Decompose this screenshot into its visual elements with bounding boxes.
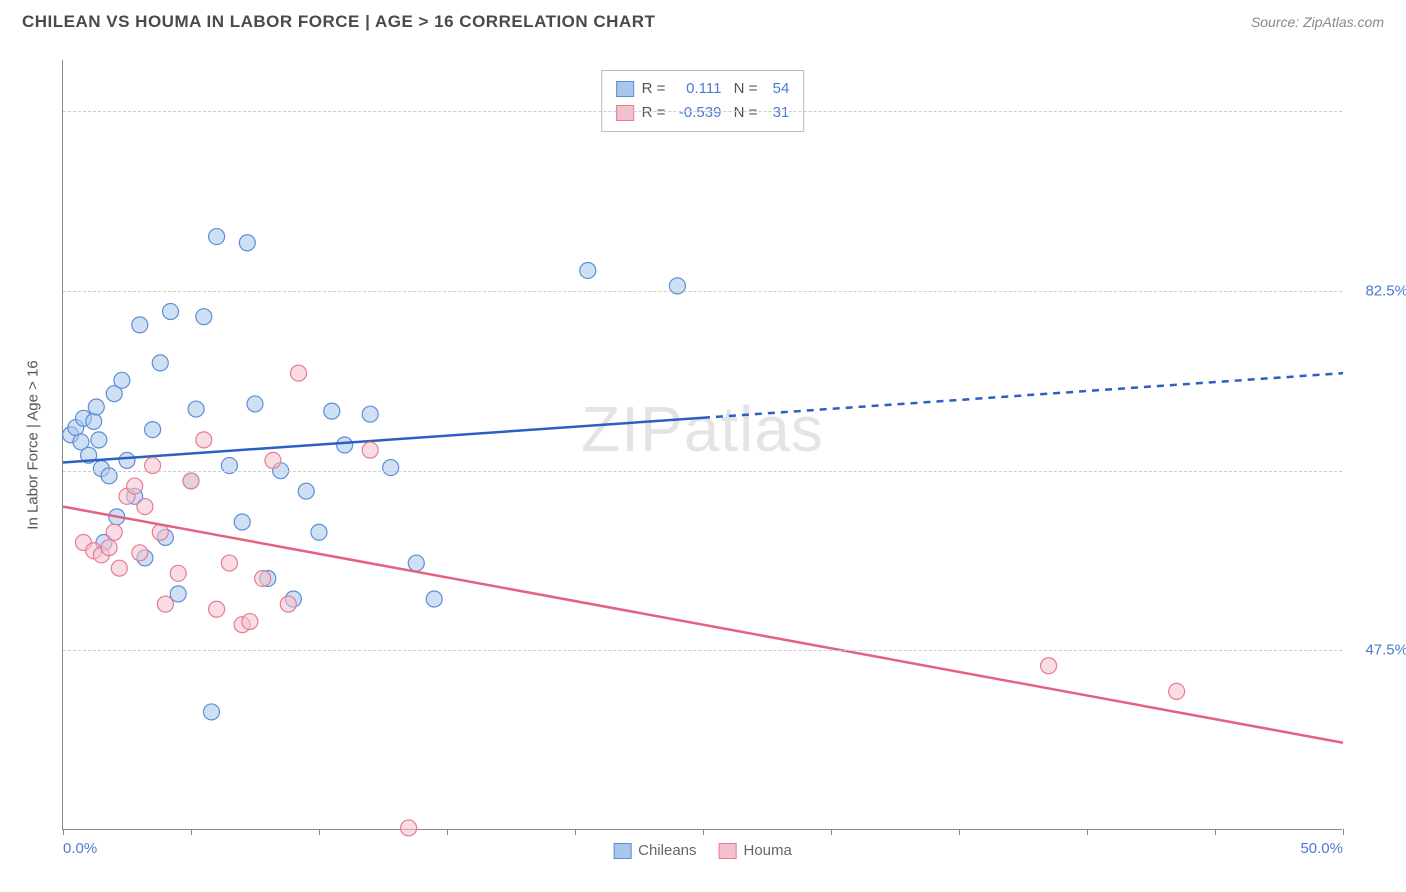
legend-item-chileans: Chileans	[613, 842, 696, 859]
data-point	[280, 596, 296, 612]
x-tick-label: 50.0%	[1300, 840, 1343, 857]
data-point	[196, 432, 212, 448]
data-point	[408, 555, 424, 571]
x-tick	[191, 829, 192, 835]
data-point	[91, 432, 107, 448]
data-point	[106, 524, 122, 540]
data-point	[114, 372, 130, 388]
data-point	[127, 478, 143, 494]
data-point	[170, 565, 186, 581]
chart-container: In Labor Force | Age > 16 ZIPatlas R = 0…	[22, 50, 1384, 870]
data-point	[362, 406, 378, 422]
data-point	[152, 355, 168, 371]
y-axis-label: In Labor Force | Age > 16	[25, 360, 42, 529]
x-tick	[1087, 829, 1088, 835]
swatch-houma	[616, 105, 634, 121]
data-point	[119, 452, 135, 468]
swatch-chileans	[616, 81, 634, 97]
plot-svg	[63, 60, 1342, 829]
source-attribution: Source: ZipAtlas.com	[1251, 14, 1384, 30]
data-point	[86, 413, 102, 429]
data-point	[265, 452, 281, 468]
gridline	[63, 471, 1342, 472]
chart-title: CHILEAN VS HOUMA IN LABOR FORCE | AGE > …	[22, 12, 655, 32]
data-point	[157, 596, 173, 612]
gridline	[63, 111, 1342, 112]
trend-line-extrapolated	[703, 373, 1343, 418]
stat-r-value: 0.111	[673, 77, 721, 101]
x-tick	[575, 829, 576, 835]
data-point	[163, 304, 179, 320]
stat-n-label: N =	[729, 101, 757, 125]
x-tick	[63, 829, 64, 835]
data-point	[111, 560, 127, 576]
legend-stats-box: R = 0.111 N = 54 R = -0.539 N = 31	[601, 70, 805, 132]
x-tick	[319, 829, 320, 835]
y-tick-label: 82.5%	[1348, 283, 1406, 300]
data-point	[362, 442, 378, 458]
data-point	[183, 473, 199, 489]
data-point	[401, 820, 417, 836]
x-tick	[1343, 829, 1344, 835]
stat-n-value: 31	[765, 101, 789, 125]
data-point	[132, 317, 148, 333]
x-tick	[959, 829, 960, 835]
data-point	[188, 401, 204, 417]
swatch-houma	[719, 843, 737, 859]
x-tick	[831, 829, 832, 835]
stat-n-label: N =	[729, 77, 757, 101]
x-tick	[1215, 829, 1216, 835]
data-point	[426, 591, 442, 607]
data-point	[1169, 683, 1185, 699]
data-point	[221, 555, 237, 571]
data-point	[209, 601, 225, 617]
gridline	[63, 291, 1342, 292]
data-point	[311, 524, 327, 540]
stat-r-label: R =	[642, 77, 666, 101]
legend-label: Houma	[744, 842, 792, 859]
data-point	[242, 614, 258, 630]
data-point	[291, 365, 307, 381]
x-tick-label: 0.0%	[63, 840, 97, 857]
data-point	[255, 570, 271, 586]
data-point	[101, 540, 117, 556]
data-point	[234, 514, 250, 530]
data-point	[145, 422, 161, 438]
data-point	[88, 399, 104, 415]
data-point	[298, 483, 314, 499]
data-point	[1041, 658, 1057, 674]
swatch-chileans	[613, 843, 631, 859]
data-point	[383, 460, 399, 476]
data-point	[247, 396, 263, 412]
data-point	[132, 545, 148, 561]
x-tick	[703, 829, 704, 835]
plot-area: In Labor Force | Age > 16 ZIPatlas R = 0…	[62, 60, 1342, 830]
stat-r-value: -0.539	[673, 101, 721, 125]
y-tick-label: 47.5%	[1348, 642, 1406, 659]
bottom-legend: Chileans Houma	[613, 842, 792, 859]
x-tick	[447, 829, 448, 835]
legend-stats-row: R = -0.539 N = 31	[616, 101, 790, 125]
stat-r-label: R =	[642, 101, 666, 125]
data-point	[580, 262, 596, 278]
data-point	[337, 437, 353, 453]
data-point	[324, 403, 340, 419]
data-point	[239, 235, 255, 251]
legend-label: Chileans	[638, 842, 696, 859]
data-point	[137, 499, 153, 515]
legend-stats-row: R = 0.111 N = 54	[616, 77, 790, 101]
legend-item-houma: Houma	[719, 842, 792, 859]
gridline	[63, 650, 1342, 651]
stat-n-value: 54	[765, 77, 789, 101]
data-point	[196, 309, 212, 325]
data-point	[203, 704, 219, 720]
data-point	[209, 229, 225, 245]
